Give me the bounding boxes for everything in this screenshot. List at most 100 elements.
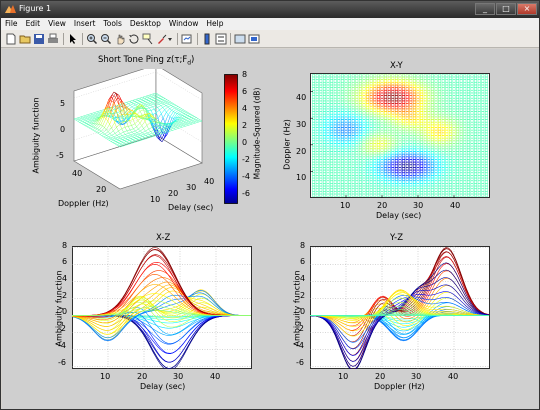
surface-xticklabel-3: 30: [186, 183, 197, 192]
xz-yticklabel-7: -4: [58, 341, 66, 350]
yz-yticklabel-4: 2: [300, 291, 306, 300]
hide-plot-tools-icon[interactable]: [234, 33, 246, 45]
yz-yticklabel-2: 6: [300, 257, 306, 266]
print-icon[interactable]: [47, 33, 59, 45]
surface-xlabel: Delay (sec): [168, 203, 214, 212]
colorbar-tick-7: -4: [242, 172, 250, 181]
menu-window[interactable]: Window: [168, 19, 199, 28]
menu-edit[interactable]: Edit: [25, 19, 41, 28]
yz-xticklabel-2: 20: [375, 372, 386, 381]
colorbar-tick-4: 2: [242, 121, 248, 130]
rotate-icon[interactable]: [128, 33, 140, 45]
surface-mesh: [73, 91, 203, 148]
zoom-out-icon[interactable]: [100, 33, 112, 45]
legend-icon[interactable]: [215, 33, 227, 45]
xy-xticklabel-4: 40: [450, 201, 461, 210]
xy-yticklabel-2: 30: [296, 120, 307, 129]
colorbar-tick-8: -6: [242, 189, 250, 198]
menu-tools[interactable]: Tools: [103, 19, 122, 28]
xz-yticklabel-6: -2: [58, 324, 66, 333]
surface-yticklabel-1: 40: [72, 169, 83, 178]
colorbar[interactable]: [224, 74, 238, 204]
yz-yticklabel-5: 0: [300, 307, 306, 316]
xz-curves: [72, 247, 251, 369]
minimize-button[interactable]: _: [475, 3, 495, 15]
colorbar-tick-3: 4: [242, 104, 248, 113]
xz-yticklabel-5: 0: [62, 307, 68, 316]
yz-xticklabel-4: 40: [448, 372, 459, 381]
xy-xlabel: Delay (sec): [376, 211, 422, 220]
xz-yticklabel-8: -6: [58, 358, 66, 367]
surface-zticklabel-2: 0: [60, 125, 66, 134]
menu-view[interactable]: View: [48, 19, 66, 28]
menu-bar: File Edit View Insert Tools Desktop Wind…: [1, 18, 539, 30]
xz-yticklabel-2: 6: [62, 257, 68, 266]
xz-plot[interactable]: [72, 246, 252, 369]
matlab-icon: [5, 5, 16, 13]
colorbar-tick-1: 8: [242, 70, 248, 79]
yz-yticklabel-7: -4: [296, 341, 304, 350]
colorbar-icon[interactable]: [201, 33, 213, 45]
show-plot-tools-icon[interactable]: [248, 33, 260, 45]
title-bar[interactable]: Figure 1 _ □ ×: [1, 1, 539, 18]
yz-title: Y-Z: [390, 233, 404, 243]
xy-yticklabel-1: 40: [296, 93, 307, 102]
xz-yticklabel-3: 4: [62, 274, 68, 283]
xy-plot[interactable]: [310, 73, 490, 198]
yz-yticklabel-3: 4: [300, 274, 306, 283]
yz-xlabel: Doppler (Hz): [374, 382, 425, 391]
menu-insert[interactable]: Insert: [73, 19, 96, 28]
xz-xticklabel-3: 30: [173, 372, 184, 381]
new-figure-icon[interactable]: [5, 33, 17, 45]
pan-icon[interactable]: [114, 33, 126, 45]
xz-xticklabel-1: 10: [100, 372, 111, 381]
brush-dropdown-icon[interactable]: [167, 33, 173, 45]
xy-title: X-Y: [390, 61, 403, 71]
open-icon[interactable]: [19, 33, 31, 45]
close-button[interactable]: ×: [517, 3, 537, 15]
yz-curves: [310, 247, 489, 369]
save-icon[interactable]: [33, 33, 45, 45]
menu-help[interactable]: Help: [206, 19, 224, 28]
menu-desktop[interactable]: Desktop: [129, 19, 161, 28]
xy-xticklabel-3: 30: [413, 201, 424, 210]
data-cursor-icon[interactable]: [142, 33, 154, 45]
surface-zlabel: Ambiguity function: [31, 97, 41, 174]
surface-zticklabel-1: 5: [60, 99, 66, 108]
xy-xticklabel-1: 10: [340, 201, 351, 210]
yz-yticklabel-8: -6: [296, 358, 304, 367]
surface-xticklabel-4: 40: [204, 177, 215, 186]
xy-ylabel: Doppler (Hz): [282, 119, 292, 170]
zoom-in-icon[interactable]: [86, 33, 98, 45]
window-title: Figure 1: [19, 4, 52, 13]
figure-canvas[interactable]: Short Tone Ping z(τ;Fd) 5 0 -5 Ambiguity…: [2, 49, 539, 409]
xz-yticklabel-4: 2: [62, 291, 68, 300]
surface-zticklabel-3: -5: [56, 151, 64, 160]
yz-ylabel: Ambiguity function: [292, 270, 302, 347]
colorbar-tick-5: 0: [242, 138, 248, 147]
surface-xticklabel-2: 20: [168, 189, 179, 198]
colorbar-label: Magnitude-Squared (dB): [252, 87, 262, 180]
arrow-icon[interactable]: [67, 33, 79, 45]
brush-icon[interactable]: [156, 33, 168, 45]
yz-plot[interactable]: [310, 246, 490, 369]
xy-ticks: [310, 91, 455, 198]
yz-yticklabel-1: 8: [300, 241, 306, 250]
link-icon[interactable]: [181, 33, 193, 45]
xz-title: X-Z: [156, 233, 171, 243]
figure-toolbar: [1, 30, 539, 48]
xy-xticklabel-2: 20: [377, 201, 388, 210]
yz-yticklabel-6: -2: [296, 324, 304, 333]
xz-yticklabel-1: 8: [62, 241, 68, 250]
surface-plot[interactable]: [40, 69, 216, 209]
xy-yticklabel-4: 10: [296, 173, 307, 182]
maximize-button[interactable]: □: [496, 3, 516, 15]
menu-file[interactable]: File: [5, 19, 18, 28]
yz-xticklabel-1: 10: [338, 372, 349, 381]
xy-mesh: [312, 74, 488, 197]
xz-xticklabel-4: 40: [210, 372, 221, 381]
yz-xticklabel-3: 30: [411, 372, 422, 381]
colorbar-tick-6: -2: [242, 155, 250, 164]
surface-yticklabel-2: 20: [96, 185, 107, 194]
